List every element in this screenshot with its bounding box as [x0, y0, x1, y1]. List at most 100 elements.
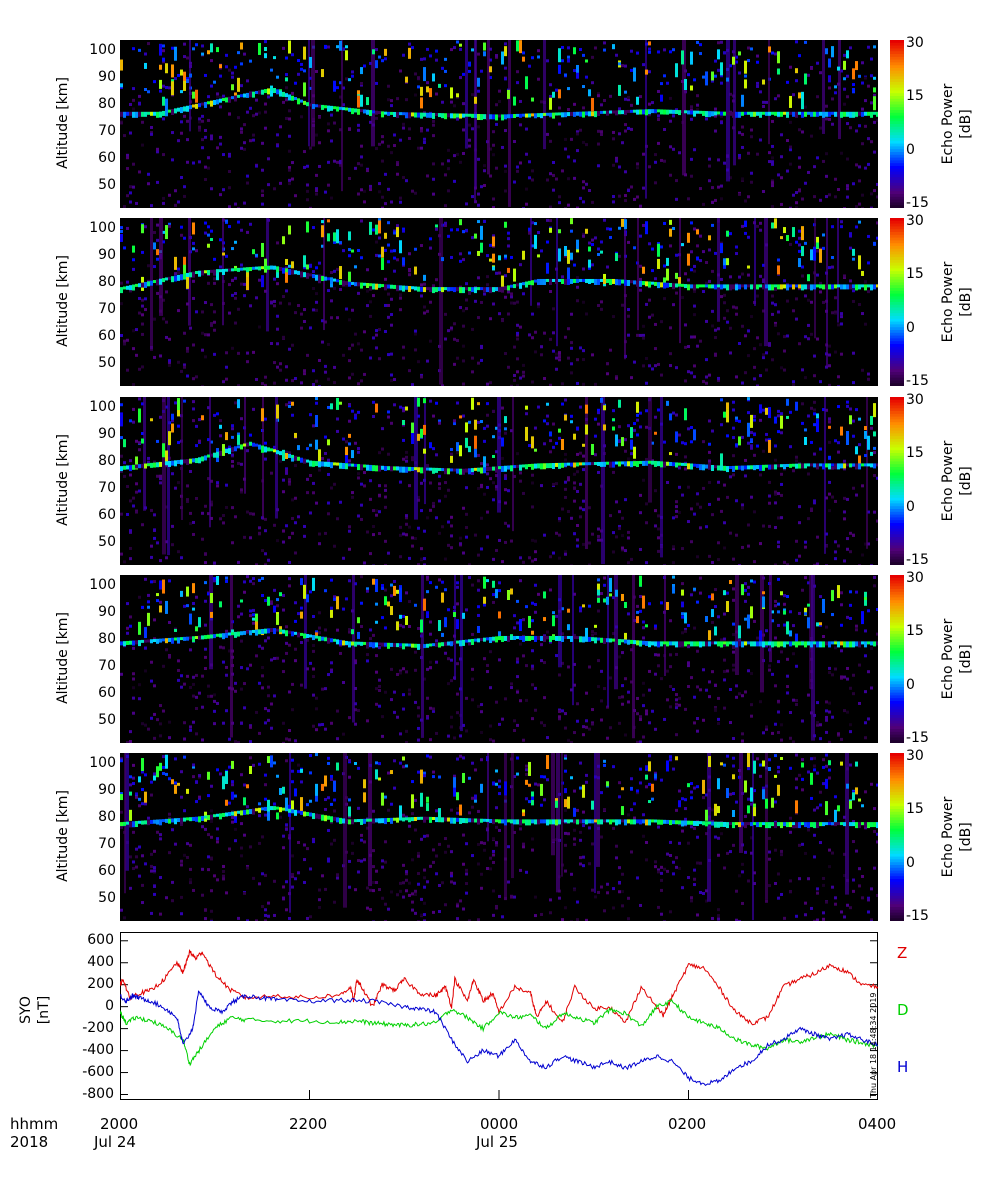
noise-cell [426, 615, 429, 619]
sporadic-echo [768, 407, 771, 419]
echo-layer-cell [642, 109, 645, 115]
noise-cell [369, 120, 372, 124]
noise-cell [792, 652, 795, 656]
noise-cell [531, 312, 534, 316]
echo-layer-cell [834, 463, 837, 470]
sporadic-echo [534, 448, 537, 452]
noise-cell [126, 156, 129, 160]
noise-cell [345, 597, 348, 601]
noise-cell [288, 264, 291, 268]
noise-cell [489, 243, 492, 247]
sporadic-echo [612, 426, 615, 431]
sporadic-echo [411, 432, 414, 444]
noise-cell [672, 48, 675, 52]
noise-cell [834, 499, 837, 503]
noise-cell [165, 464, 168, 468]
noise-cell [534, 350, 537, 354]
noise-cell [672, 114, 675, 118]
noise-cell [840, 603, 843, 607]
sporadic-echo [576, 239, 579, 249]
noise-cell [162, 201, 165, 205]
colorbar-step [890, 254, 904, 259]
colorbar-title: Echo Power [dB] [940, 83, 974, 165]
echo-layer-cell [120, 287, 123, 294]
noise-cell [417, 414, 420, 418]
noise-cell [420, 283, 423, 287]
noise-cell [732, 633, 735, 637]
noise-cell [312, 382, 315, 386]
noise-cell [732, 436, 735, 440]
noise-cell [669, 119, 672, 123]
noise-cell [573, 263, 576, 267]
noise-cell [336, 267, 339, 271]
noise-cell [822, 408, 825, 412]
noise-cell [423, 137, 426, 141]
noise-cell [741, 739, 744, 743]
echo-layer-cell [138, 464, 141, 469]
noise-cell [390, 249, 393, 253]
noise-cell [414, 72, 417, 76]
noise-cell [459, 76, 462, 80]
noise-cell [591, 722, 594, 726]
sporadic-echo [183, 71, 186, 85]
noise-cell [381, 616, 384, 620]
noise-cell [156, 474, 159, 478]
echo-layer-cell [741, 284, 744, 288]
noise-cell [537, 302, 540, 306]
noise-cell [429, 666, 432, 670]
noise-cell [441, 162, 444, 166]
noise-cell [786, 595, 789, 599]
noise-cell [288, 482, 291, 486]
noise-cell [762, 278, 765, 282]
noise-cell [477, 203, 480, 207]
noise-cell [525, 664, 528, 668]
noise-cell [300, 381, 303, 385]
noise-cell [330, 139, 333, 143]
echo-layer-cell [351, 463, 354, 467]
echo-layer-cell [519, 113, 522, 118]
sporadic-echo [507, 267, 510, 273]
noise-cell [684, 467, 687, 471]
noise-cell [735, 245, 738, 249]
noise-cell [285, 403, 288, 407]
noise-cell [174, 77, 177, 81]
noise-cell [126, 226, 129, 230]
noise-cell [519, 123, 522, 127]
y-tick-label: 50 [98, 177, 116, 194]
y-tick-label: 100 [89, 398, 116, 415]
noise-cell [819, 126, 822, 130]
noise-cell [651, 313, 654, 317]
noise-cell [201, 674, 204, 678]
noise-cell [723, 546, 726, 550]
noise-cell [708, 248, 711, 252]
sporadic-echo [159, 79, 162, 89]
noise-cell [696, 40, 699, 44]
noise-streak [624, 218, 626, 360]
noise-cell [582, 508, 585, 512]
noise-cell [498, 581, 501, 585]
noise-cell [213, 320, 216, 324]
sporadic-echo [360, 94, 363, 107]
colorbar-step [890, 82, 904, 86]
echo-layer-cell [216, 269, 219, 274]
noise-cell [876, 632, 879, 636]
noise-cell [846, 537, 849, 541]
colorbar-step [890, 124, 904, 128]
noise-cell [462, 72, 465, 76]
echo-layer-cell [291, 454, 294, 458]
noise-cell [639, 511, 642, 515]
echo-layer-cell [564, 112, 567, 118]
echo-layer-cell [540, 278, 543, 285]
noise-cell [594, 236, 597, 240]
sporadic-echo [222, 252, 225, 256]
echo-layer-cell [861, 111, 864, 117]
noise-cell [465, 486, 468, 490]
echo-layer-cell [837, 111, 840, 117]
sporadic-echo [345, 455, 348, 464]
echo-layer-cell [696, 110, 699, 114]
noise-cell [570, 362, 573, 366]
noise-cell [828, 383, 831, 387]
noise-cell [849, 407, 852, 411]
noise-cell [408, 273, 411, 277]
noise-cell [642, 336, 645, 340]
